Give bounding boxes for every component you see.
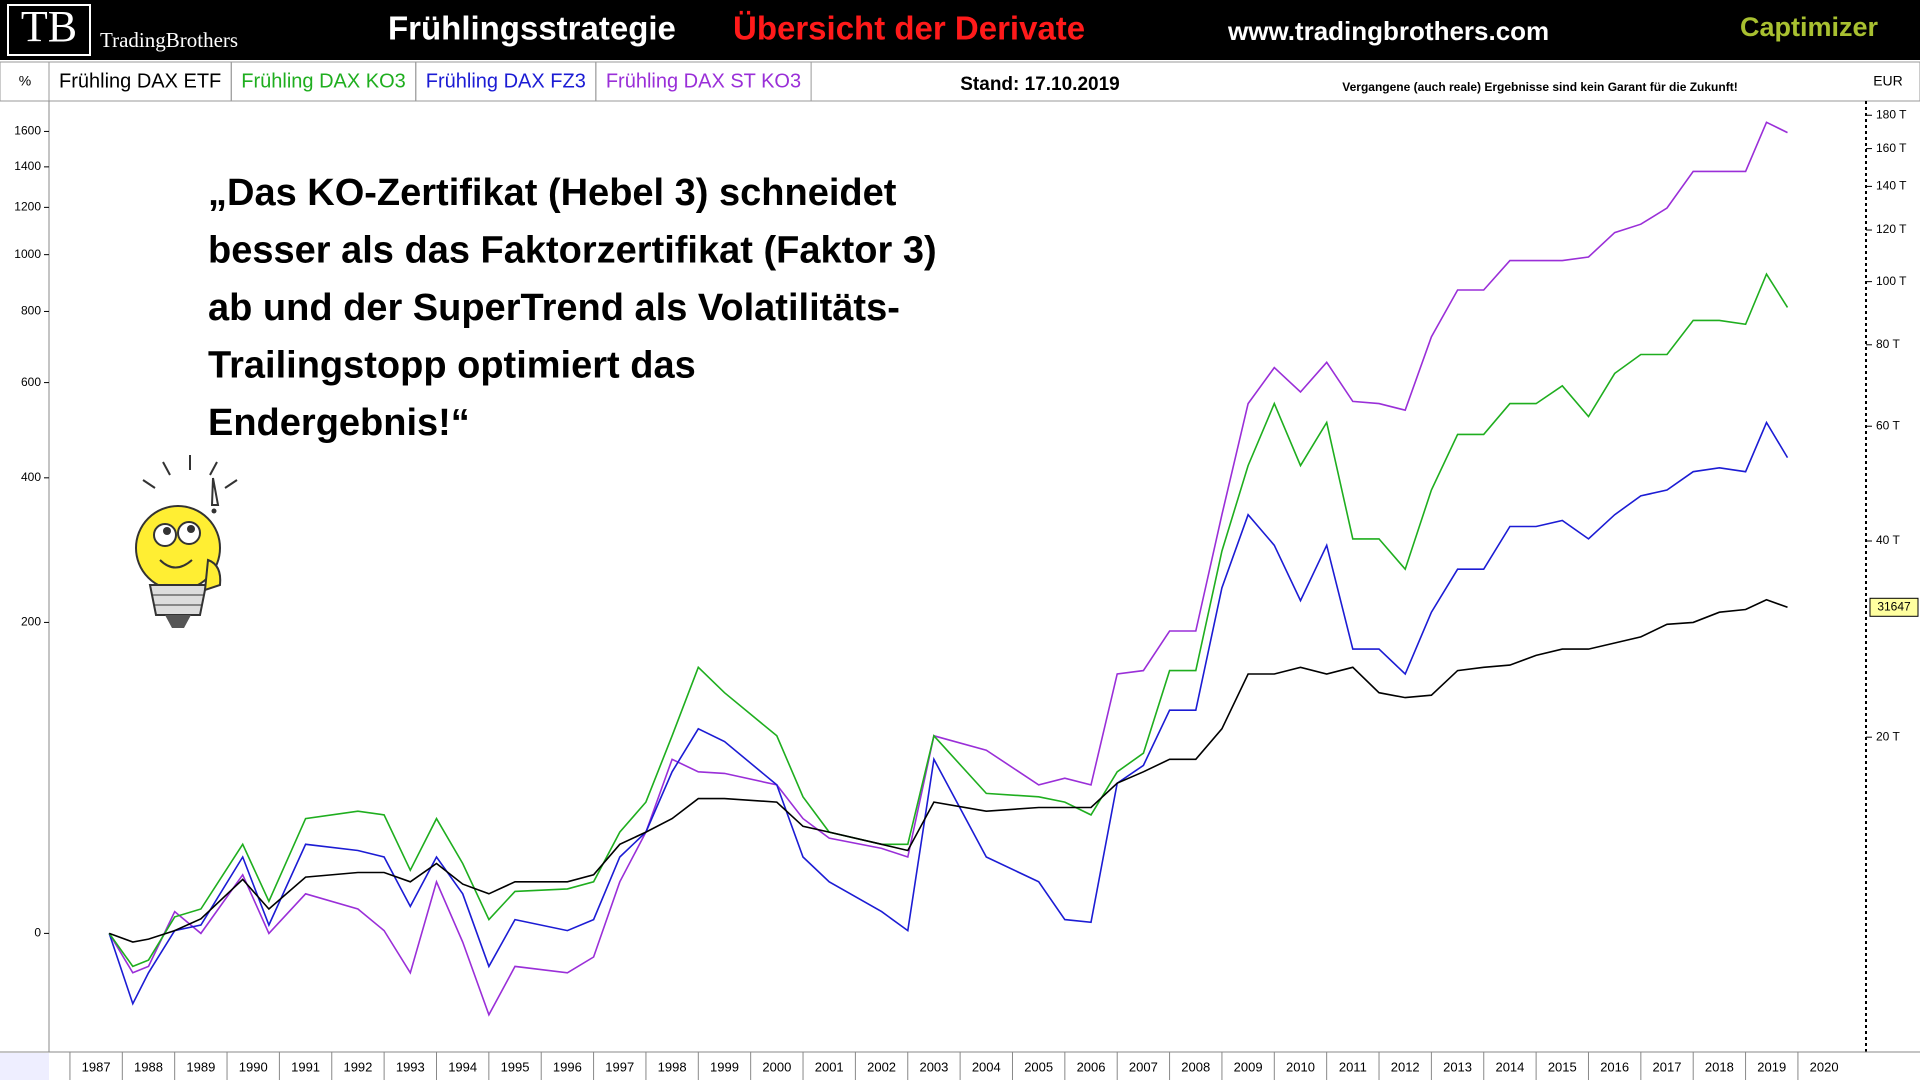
y2-tick-label: 20 T — [1876, 729, 1900, 743]
x-tick-label: 2004 — [972, 1059, 1001, 1074]
disclaimer: Vergangene (auch reale) Ergebnisse sind … — [1342, 80, 1737, 94]
x-tick-label: 2014 — [1495, 1059, 1524, 1074]
legend-entry[interactable]: Frühling DAX FZ3 — [426, 70, 586, 92]
series-line — [108, 598, 1788, 943]
annotation: ab und der SuperTrend als Volatilitäts- — [208, 287, 900, 329]
logo: TB — [21, 2, 77, 51]
stand-date: Stand: 17.10.2019 — [960, 74, 1119, 95]
x-tick-label: 2015 — [1548, 1059, 1577, 1074]
x-tick-label: 2020 — [1810, 1059, 1839, 1074]
x-tick-label: 1998 — [658, 1059, 687, 1074]
y2-tick-label: 40 T — [1876, 533, 1900, 547]
x-tick-label: 1990 — [239, 1059, 268, 1074]
y2-tick-label: 80 T — [1876, 337, 1900, 351]
product: Captimizer — [1740, 12, 1879, 42]
y-tick-label: 200 — [21, 615, 41, 629]
y-tick-label: 600 — [21, 375, 41, 389]
x-tick-label: 1987 — [82, 1059, 111, 1074]
x-tick-label: 2012 — [1391, 1059, 1420, 1074]
annotation: Endergebnis!“ — [208, 402, 470, 444]
website: www.tradingbrothers.com — [1227, 16, 1549, 46]
y-tick-label: 1600 — [14, 124, 41, 138]
title: Frühlingsstrategie — [388, 10, 676, 47]
x-tick-label: 2018 — [1705, 1059, 1734, 1074]
series-line — [108, 121, 1788, 1017]
x-tick-label: 2016 — [1600, 1059, 1629, 1074]
x-tick-label: 2008 — [1181, 1059, 1210, 1074]
x-tick-label: 2011 — [1339, 1059, 1367, 1074]
annotation: „Das KO-Zertifikat (Hebel 3) schneidet — [208, 172, 897, 214]
y-tick-label: 1000 — [14, 247, 41, 261]
y2-tick-label: 160 T — [1876, 141, 1907, 155]
subtitle: Übersicht der Derivate — [733, 10, 1085, 47]
y2-label: EUR — [1873, 73, 1903, 89]
lightbulb — [135, 455, 238, 628]
x-tick-label: 2006 — [1077, 1059, 1106, 1074]
annotation: Trailingstopp optimiert das — [208, 345, 696, 387]
x-tick-label: 1988 — [134, 1059, 163, 1074]
x-tick-label: 2003 — [919, 1059, 948, 1074]
y-label: % — [19, 73, 31, 89]
legend-entry[interactable]: Frühling DAX ST KO3 — [606, 70, 801, 92]
x-tick-label: 1993 — [396, 1059, 425, 1074]
x-axis-corner — [0, 1053, 49, 1080]
legend-entry[interactable]: Frühling DAX KO3 — [241, 70, 406, 92]
y-tick-label: 400 — [21, 470, 41, 484]
last-value-marker — [1869, 597, 1919, 617]
x-tick-label: 2001 — [815, 1059, 844, 1074]
x-tick-label: 1999 — [710, 1059, 739, 1074]
y2-tick-label: 100 T — [1876, 274, 1907, 288]
x-tick-label: 1992 — [343, 1059, 372, 1074]
x-tick-label: 1997 — [605, 1059, 634, 1074]
logo-box — [7, 4, 91, 56]
plot-lines — [108, 121, 1789, 1017]
x-tick-label: 2002 — [867, 1059, 896, 1074]
series-line — [108, 420, 1789, 1006]
x-tick-label: 2009 — [1234, 1059, 1263, 1074]
annotation: besser als das Faktorzertifikat (Faktor … — [208, 230, 937, 272]
y2-tick-label: 120 T — [1876, 222, 1907, 236]
legend-entry[interactable]: Frühling DAX ETF — [59, 70, 221, 92]
y-tick-label: 800 — [21, 304, 41, 318]
x-tick-label: 2019 — [1757, 1059, 1786, 1074]
x-tick-label: 2010 — [1286, 1059, 1315, 1074]
y2-tick-label: 140 T — [1876, 179, 1907, 193]
x-tick-label: 1995 — [501, 1059, 530, 1074]
brand: TradingBrothers — [100, 28, 238, 52]
x-tick-label: 2000 — [762, 1059, 791, 1074]
y2-tick-label: 180 T — [1876, 107, 1907, 121]
x-tick-label: 2017 — [1653, 1059, 1682, 1074]
y-tick-label: 0 — [34, 926, 41, 940]
x-tick-label: 1989 — [186, 1059, 215, 1074]
y-tick-label: 1200 — [14, 200, 41, 214]
x-tick-label: 1994 — [448, 1059, 477, 1074]
y-tick-label: 1400 — [14, 159, 41, 173]
series-line — [108, 272, 1789, 968]
x-tick-label: 2005 — [1024, 1059, 1053, 1074]
header-bar — [0, 0, 1920, 60]
x-tick-label: 2007 — [1129, 1059, 1158, 1074]
last-value-label: 31647 — [1877, 599, 1911, 613]
y2-tick-label: 60 T — [1876, 418, 1900, 432]
x-tick-label: 1991 — [291, 1059, 320, 1074]
x-tick-label: 2013 — [1443, 1059, 1472, 1074]
tab-row — [0, 61, 1920, 102]
x-tick-label: 1996 — [553, 1059, 582, 1074]
